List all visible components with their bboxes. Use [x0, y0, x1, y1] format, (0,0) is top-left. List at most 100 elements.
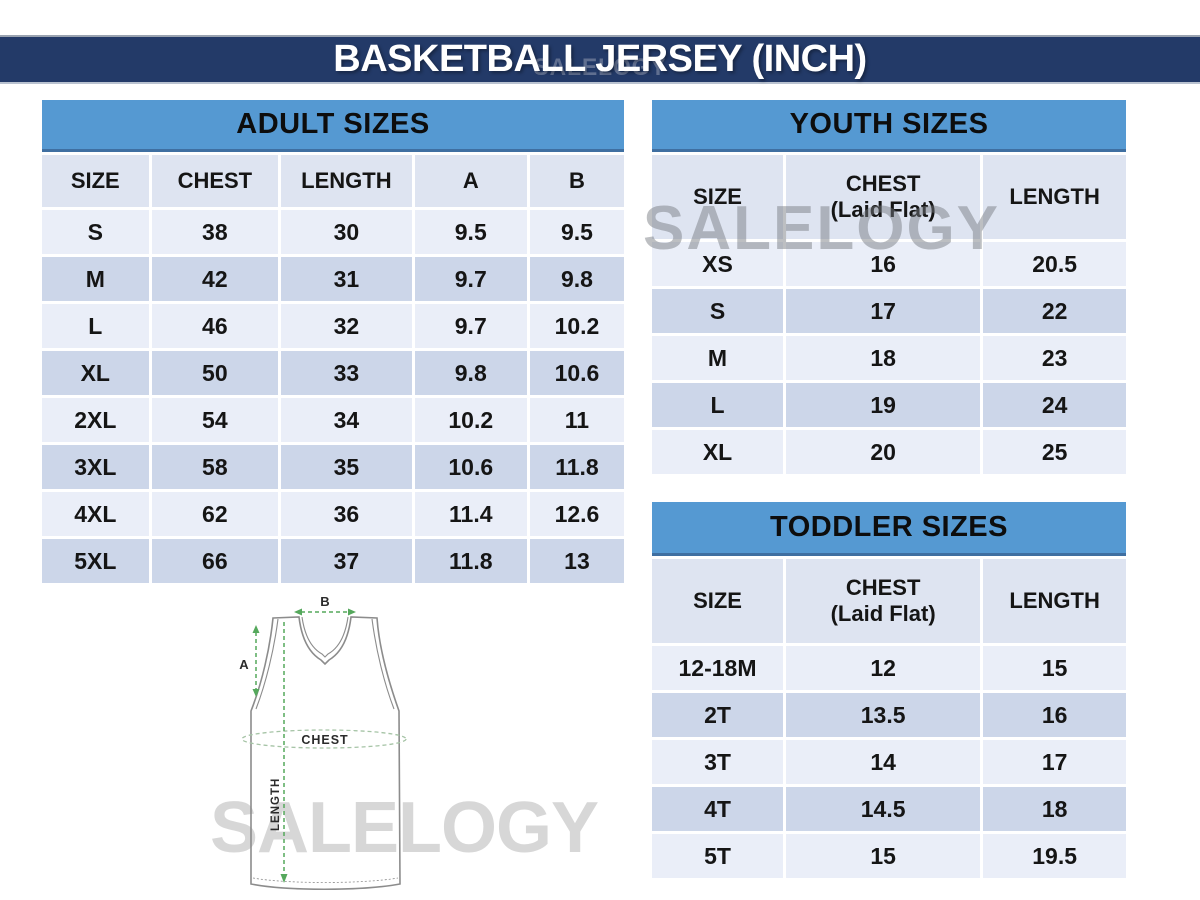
table-cell: S — [42, 210, 149, 254]
table-row: 5XL 66 37 11.8 13 — [42, 539, 624, 583]
table-cell: 3XL — [42, 445, 149, 489]
table-cell: 19 — [786, 383, 981, 427]
table-row: 4XL 62 36 11.4 12.6 — [42, 492, 624, 536]
column-header: CHEST — [151, 155, 279, 207]
table-row: 3XL 58 35 10.6 11.8 — [42, 445, 624, 489]
table-cell: XS — [652, 242, 784, 286]
table-cell: 22 — [983, 289, 1126, 333]
table-cell: 14.5 — [786, 787, 981, 831]
table-cell: 10.2 — [414, 398, 527, 442]
table-cell: 5XL — [42, 539, 149, 583]
table-row: XL 20 25 — [652, 430, 1126, 474]
column-header: LENGTH — [281, 155, 412, 207]
jersey-outline — [250, 616, 401, 891]
table-cell: 17 — [983, 740, 1126, 784]
table-cell: 15 — [983, 646, 1126, 690]
table-cell: 42 — [151, 257, 279, 301]
table-cell: 14 — [786, 740, 981, 784]
table-cell: 33 — [281, 351, 412, 395]
table-row: S 17 22 — [652, 289, 1126, 333]
table-row: XS 16 20.5 — [652, 242, 1126, 286]
label-b: B — [320, 594, 329, 609]
table-cell: XL — [42, 351, 149, 395]
table-cell: 50 — [151, 351, 279, 395]
column-header: A — [414, 155, 527, 207]
column-header: LENGTH — [983, 155, 1126, 239]
table-row: M 42 31 9.7 9.8 — [42, 257, 624, 301]
column-header: SIZE — [652, 559, 784, 643]
label-a: A — [239, 657, 249, 672]
table-cell: 18 — [786, 336, 981, 380]
toddler-sizes-table: TODDLER SIZES SIZE CHEST (Laid Flat) LEN… — [652, 502, 1126, 881]
table-row: M 18 23 — [652, 336, 1126, 380]
table-row: L 19 24 — [652, 383, 1126, 427]
measure-lines — [255, 611, 349, 876]
table-cell: 2T — [652, 693, 784, 737]
page-title: BASKETBALL JERSEY (INCH) — [333, 38, 867, 80]
table-cell: 9.7 — [414, 304, 527, 348]
table-cell: 37 — [281, 539, 412, 583]
column-header: CHEST (Laid Flat) — [786, 559, 981, 643]
table-cell: 12 — [786, 646, 981, 690]
table-cell: M — [42, 257, 149, 301]
table-cell: 10.6 — [414, 445, 527, 489]
table-cell: 62 — [151, 492, 279, 536]
title-band: SALELOGY BASKETBALL JERSEY (INCH) — [0, 35, 1200, 84]
table-cell: 11.8 — [529, 445, 624, 489]
youth-sizes-table: YOUTH SIZES SIZE CHEST (Laid Flat) LENGT… — [652, 100, 1126, 477]
table-row: 12-18M 12 15 — [652, 646, 1126, 690]
column-header: LENGTH — [983, 559, 1126, 643]
table-row: 3T 14 17 — [652, 740, 1126, 784]
table-cell: 54 — [151, 398, 279, 442]
column-header-row: SIZE CHEST (Laid Flat) LENGTH — [652, 155, 1126, 239]
label-length: LENGTH — [270, 778, 282, 831]
column-header: B — [529, 155, 624, 207]
chest-measure-ellipse — [241, 729, 407, 749]
table-cell: 9.5 — [414, 210, 527, 254]
table-row: S 38 30 9.5 9.5 — [42, 210, 624, 254]
jersey-measurement-diagram: B A CHEST LENGTH — [239, 594, 407, 891]
table-cell: 31 — [281, 257, 412, 301]
table-cell: 10.6 — [529, 351, 624, 395]
column-header: SIZE — [42, 155, 149, 207]
table-cell: M — [652, 336, 784, 380]
table-cell: XL — [652, 430, 784, 474]
table-row: 2T 13.5 16 — [652, 693, 1126, 737]
table-cell: 30 — [281, 210, 412, 254]
table-cell: 23 — [983, 336, 1126, 380]
youth-table-title: YOUTH SIZES — [652, 100, 1126, 152]
chest-label-backing — [296, 731, 354, 746]
table-cell: 9.5 — [529, 210, 624, 254]
table-cell: 11 — [529, 398, 624, 442]
column-header: CHEST (Laid Flat) — [786, 155, 981, 239]
table-cell: 35 — [281, 445, 412, 489]
table-cell: 16 — [983, 693, 1126, 737]
table-cell: 18 — [983, 787, 1126, 831]
measure-arrowheads — [252, 608, 356, 883]
table-cell: 24 — [983, 383, 1126, 427]
toddler-table-title: TODDLER SIZES — [652, 502, 1126, 556]
table-cell: 58 — [151, 445, 279, 489]
table-cell: 2XL — [42, 398, 149, 442]
table-cell: 16 — [786, 242, 981, 286]
table-cell: S — [652, 289, 784, 333]
table-cell: 12-18M — [652, 646, 784, 690]
table-cell: 17 — [786, 289, 981, 333]
table-cell: 5T — [652, 834, 784, 878]
table-cell: 13.5 — [786, 693, 981, 737]
table-cell: 9.8 — [414, 351, 527, 395]
table-cell: 13 — [529, 539, 624, 583]
table-cell: 11.8 — [414, 539, 527, 583]
table-row: 2XL 54 34 10.2 11 — [42, 398, 624, 442]
table-cell: 20.5 — [983, 242, 1126, 286]
table-cell: 32 — [281, 304, 412, 348]
table-cell: 4XL — [42, 492, 149, 536]
table-cell: 11.4 — [414, 492, 527, 536]
table-cell: 3T — [652, 740, 784, 784]
table-row: L 46 32 9.7 10.2 — [42, 304, 624, 348]
table-cell: 12.6 — [529, 492, 624, 536]
table-row: XL 50 33 9.8 10.6 — [42, 351, 624, 395]
table-cell: 10.2 — [529, 304, 624, 348]
column-header-row: SIZE CHEST (Laid Flat) LENGTH — [652, 559, 1126, 643]
